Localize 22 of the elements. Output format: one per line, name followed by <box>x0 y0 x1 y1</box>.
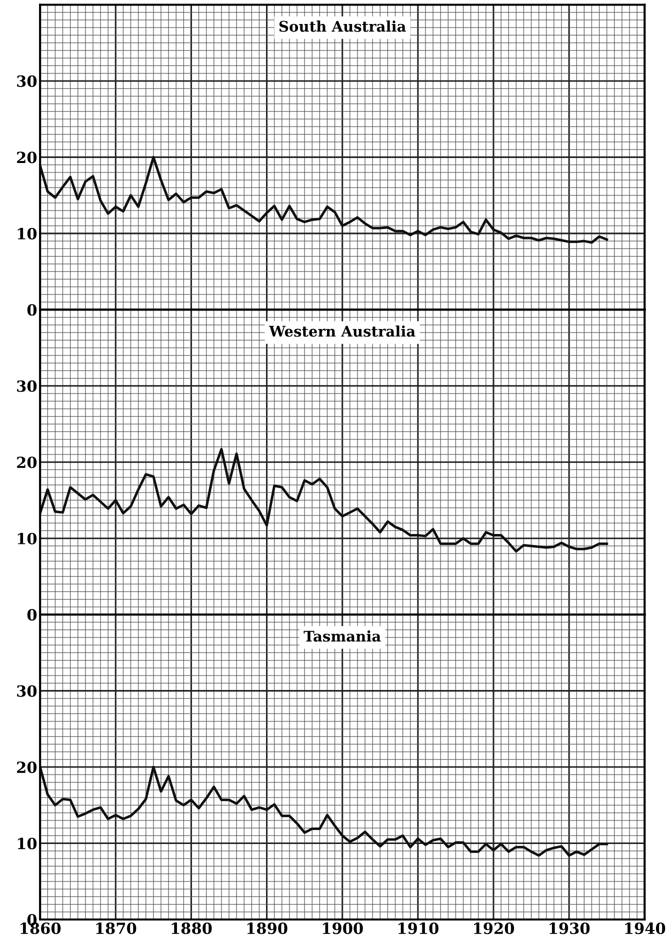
text: Tasmania <box>304 630 381 642</box>
text: Western Australia <box>268 325 416 337</box>
x-tick-label: 1940 <box>625 922 666 934</box>
y-tick-label: 30 <box>17 685 37 697</box>
x-tick-label: 1890 <box>247 922 288 934</box>
y-tick-label: 30 <box>17 75 37 87</box>
y-tick-label: 30 <box>17 380 37 392</box>
y-tick-label: 20 <box>17 762 37 774</box>
y-tick-label: 10 <box>18 532 37 544</box>
x-tick-label: 1900 <box>322 922 363 934</box>
x-tick-label: 1930 <box>550 922 590 934</box>
x-tick-label: 1920 <box>474 922 514 934</box>
y-tick-label: 0 <box>27 304 37 316</box>
y-tick-label: 10 <box>18 838 37 850</box>
text: South Australia <box>279 20 406 32</box>
y-tick-label: 20 <box>17 456 37 468</box>
y-tick-label: 0 <box>27 609 37 621</box>
x-tick-label: 1870 <box>96 922 136 934</box>
y-tick-label: 10 <box>18 228 37 240</box>
x-tick-label: 1910 <box>398 922 438 934</box>
x-tick-label: 1880 <box>172 922 212 934</box>
y-tick-label: 20 <box>17 152 37 164</box>
